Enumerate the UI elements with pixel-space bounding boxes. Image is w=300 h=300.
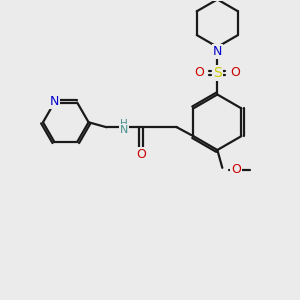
Text: O: O	[230, 66, 240, 79]
Text: N: N	[120, 125, 128, 135]
Text: O: O	[195, 66, 205, 79]
Text: O: O	[136, 148, 146, 161]
Text: H: H	[120, 119, 128, 129]
Text: N: N	[50, 95, 59, 108]
Text: N: N	[213, 45, 222, 58]
Text: S: S	[213, 66, 222, 80]
Text: O: O	[231, 163, 241, 176]
